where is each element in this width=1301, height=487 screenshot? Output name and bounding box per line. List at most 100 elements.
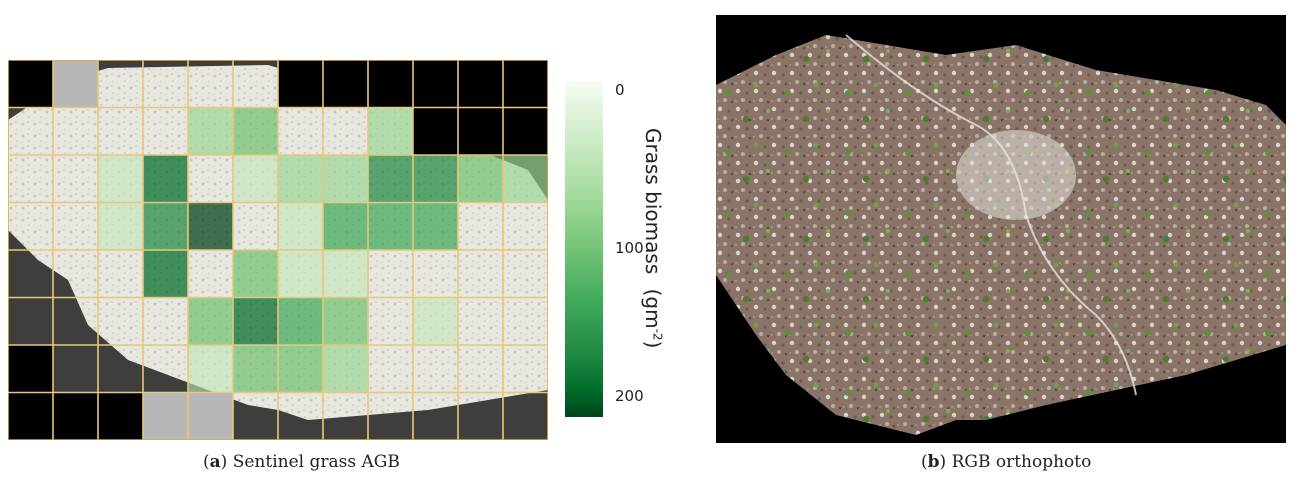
colorbar-gradient (565, 81, 603, 417)
grid-cell (413, 392, 458, 440)
grid-cell (53, 155, 98, 203)
orthophoto-image (716, 15, 1286, 443)
grid-cell (53, 345, 98, 393)
grid-cell (368, 297, 413, 345)
grid-cell (368, 60, 413, 108)
grid-cell (278, 60, 323, 108)
grid-cell (323, 107, 368, 155)
grid-cell (278, 155, 323, 203)
colorbar-unit: (gm (641, 288, 665, 329)
grid-cell (98, 202, 143, 250)
grid-cell (323, 345, 368, 393)
caption-a-letter: a (209, 452, 221, 472)
grid-cell (143, 107, 188, 155)
grid-cell (8, 297, 53, 345)
grid-cell (53, 60, 98, 108)
caption-b-text: RGB orthophoto (946, 452, 1092, 472)
grid-cell (323, 297, 368, 345)
caption-b-letter: b (927, 452, 940, 472)
grid-cell (98, 392, 143, 440)
grid-cell (413, 345, 458, 393)
grid-cell (458, 107, 503, 155)
colorbar-unit-exponent: -2 (650, 328, 665, 341)
grid-cell (368, 250, 413, 298)
grid-cell (278, 250, 323, 298)
orthophoto-vegetation (716, 35, 1286, 435)
grid-cell (143, 60, 188, 108)
grid-cell (98, 297, 143, 345)
colorbar-tick-0: 0 (615, 81, 625, 99)
grid-cell (143, 202, 188, 250)
biomass-grid-map (8, 60, 548, 440)
grid-lines (8, 60, 548, 440)
grid-cell (188, 202, 233, 250)
caption-a: (a) Sentinel grass AGB (203, 452, 400, 472)
grid-cell (458, 392, 503, 440)
grid-cell (188, 345, 233, 393)
colorbar-tick-200: 200 (615, 387, 644, 405)
grid-cell (8, 155, 53, 203)
grid-cell (98, 155, 143, 203)
panel-a-biomass-map: 0 100 200 Grass biomass (gm-2) (8, 60, 665, 440)
grid-cell (323, 202, 368, 250)
colorbar: 0 100 200 (565, 81, 705, 421)
grid-cell (188, 297, 233, 345)
grid-cell (368, 155, 413, 203)
biomass-grid-svg (8, 60, 548, 440)
grid-cell (503, 202, 548, 250)
grid-cell (458, 297, 503, 345)
grid-cell (278, 392, 323, 440)
grid-cell (413, 250, 458, 298)
grid-cell (233, 392, 278, 440)
grid-cell (368, 202, 413, 250)
grid-cell (53, 250, 98, 298)
grid-cell (233, 345, 278, 393)
colorbar-tick-100: 100 (615, 239, 644, 257)
grid-cell (8, 392, 53, 440)
grid-cell (143, 345, 188, 393)
grid-cell (278, 297, 323, 345)
grid-cell (368, 107, 413, 155)
grid-cell (503, 60, 548, 108)
grid-cell (98, 250, 143, 298)
grid-cell (188, 107, 233, 155)
grid-cell (323, 392, 368, 440)
grid-cell (458, 202, 503, 250)
grid-cell (323, 250, 368, 298)
grid-cell (413, 202, 458, 250)
grid-cell (143, 392, 188, 440)
grid-cell (368, 392, 413, 440)
grid-cell (503, 297, 548, 345)
panel-b-orthophoto (716, 15, 1286, 443)
grid-cell (233, 202, 278, 250)
grid-cell (413, 60, 458, 108)
grid-cell (323, 155, 368, 203)
grid-cell (233, 107, 278, 155)
colorbar-label-text: Grass biomass (641, 128, 665, 275)
grid-cell (503, 155, 548, 203)
grid-cell (413, 155, 458, 203)
colorbar-unit-close: ) (641, 340, 665, 349)
caption-b: (b) RGB orthophoto (921, 452, 1092, 472)
grid-cell (413, 107, 458, 155)
grid-cell (503, 345, 548, 393)
grid-cell (458, 345, 503, 393)
grid-cell (143, 297, 188, 345)
grid-cell (503, 392, 548, 440)
grid-cell (503, 250, 548, 298)
grid-cell (278, 345, 323, 393)
colorbar-label: Grass biomass (gm-2) (641, 128, 665, 348)
grid-cell (458, 250, 503, 298)
grid-cell (8, 250, 53, 298)
grid-cell (458, 60, 503, 108)
grid-cell (98, 60, 143, 108)
grid-cell (188, 392, 233, 440)
grid-cell (53, 297, 98, 345)
grid-cell (233, 60, 278, 108)
grid-cell (233, 155, 278, 203)
grid-cell (53, 392, 98, 440)
grid-cell (188, 155, 233, 203)
grid-cell (53, 107, 98, 155)
grid-cell (188, 250, 233, 298)
grid-cell (368, 345, 413, 393)
